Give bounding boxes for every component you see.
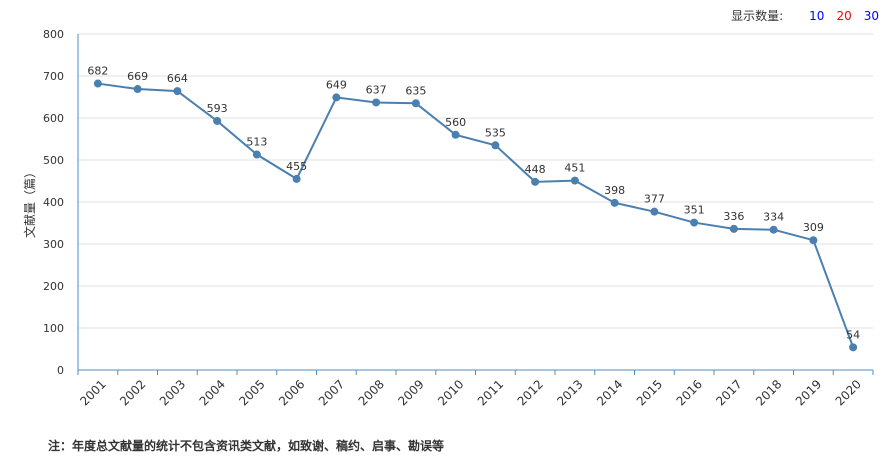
x-tick-label: 2002: [117, 377, 148, 408]
x-tick-label: 2005: [236, 377, 267, 408]
data-point: [729, 224, 738, 233]
data-label: 336: [723, 210, 744, 223]
data-label: 334: [763, 211, 784, 224]
x-tick-label: 2003: [157, 377, 188, 408]
x-tick-label: 2015: [634, 377, 665, 408]
y-tick-label: 200: [43, 280, 64, 293]
x-tick-label: 2016: [674, 377, 705, 408]
y-tick-label: 300: [43, 238, 64, 251]
data-label: 398: [604, 184, 625, 197]
data-point: [93, 79, 102, 88]
x-tick-label: 2008: [356, 377, 387, 408]
display-count-option-30[interactable]: 30: [863, 8, 879, 23]
data-point: [570, 176, 579, 185]
y-tick-label: 100: [43, 322, 64, 335]
y-tick-label: 700: [43, 70, 64, 83]
data-label: 664: [167, 72, 188, 85]
data-point: [809, 236, 818, 245]
data-label: 351: [684, 204, 705, 217]
data-label: 309: [803, 221, 824, 234]
x-tick-label: 2006: [276, 377, 307, 408]
data-point: [372, 98, 381, 107]
data-label: 637: [366, 83, 387, 96]
y-tick-label: 0: [57, 364, 64, 377]
x-tick-label: 2009: [395, 377, 426, 408]
y-tick-label: 400: [43, 196, 64, 209]
data-point: [213, 116, 222, 125]
x-tick-label: 2004: [197, 377, 228, 408]
x-tick-label: 2014: [594, 377, 625, 408]
data-label: 593: [207, 102, 228, 115]
data-label: 377: [644, 193, 665, 206]
data-point: [610, 198, 619, 207]
data-label: 451: [564, 162, 585, 175]
data-point: [411, 99, 420, 108]
y-tick-label: 800: [43, 28, 64, 41]
data-label: 682: [87, 65, 108, 78]
data-label: 448: [525, 163, 546, 176]
x-tick-label: 2018: [753, 377, 784, 408]
data-label: 54: [846, 328, 860, 341]
series-line: [97, 82, 855, 348]
data-point: [849, 343, 858, 352]
x-tick-label: 2012: [515, 377, 546, 408]
data-point: [769, 225, 778, 234]
footnote: 注：年度总文献量的统计不包含资讯类文献，如致谢、稿约、启事、勘误等: [48, 439, 445, 453]
data-point: [292, 174, 301, 183]
x-tick-label: 2007: [316, 377, 347, 408]
display-count-label: 显示数量:: [731, 9, 784, 23]
data-label: 513: [246, 136, 267, 149]
data-point: [690, 218, 699, 227]
y-axis-title: 文献量（篇）: [22, 166, 37, 238]
data-point: [332, 93, 341, 102]
data-point: [451, 130, 460, 139]
data-point: [650, 207, 659, 216]
y-tick-label: 600: [43, 112, 64, 125]
data-label: 669: [127, 70, 148, 83]
x-tick-label: 2020: [833, 377, 864, 408]
y-tick-label: 500: [43, 154, 64, 167]
x-tick-label: 2019: [793, 377, 824, 408]
data-label: 635: [405, 84, 426, 97]
data-point: [133, 85, 142, 94]
data-point: [173, 87, 182, 96]
display-count-option-20[interactable]: 20: [836, 8, 852, 23]
x-tick-label: 2013: [554, 377, 585, 408]
x-tick-label: 2010: [435, 377, 466, 408]
data-label: 455: [286, 160, 307, 173]
x-tick-label: 2011: [475, 377, 506, 408]
data-point: [491, 141, 500, 150]
x-tick-label: 2001: [77, 377, 108, 408]
display-count-option-10[interactable]: 10: [809, 8, 825, 23]
data-point: [531, 177, 540, 186]
data-label: 560: [445, 116, 466, 129]
data-label: 535: [485, 126, 506, 139]
data-label: 649: [326, 78, 347, 91]
data-point: [252, 150, 261, 159]
x-tick-label: 2017: [713, 377, 744, 408]
display-count-bar: 显示数量: 10 20 30: [731, 7, 879, 24]
